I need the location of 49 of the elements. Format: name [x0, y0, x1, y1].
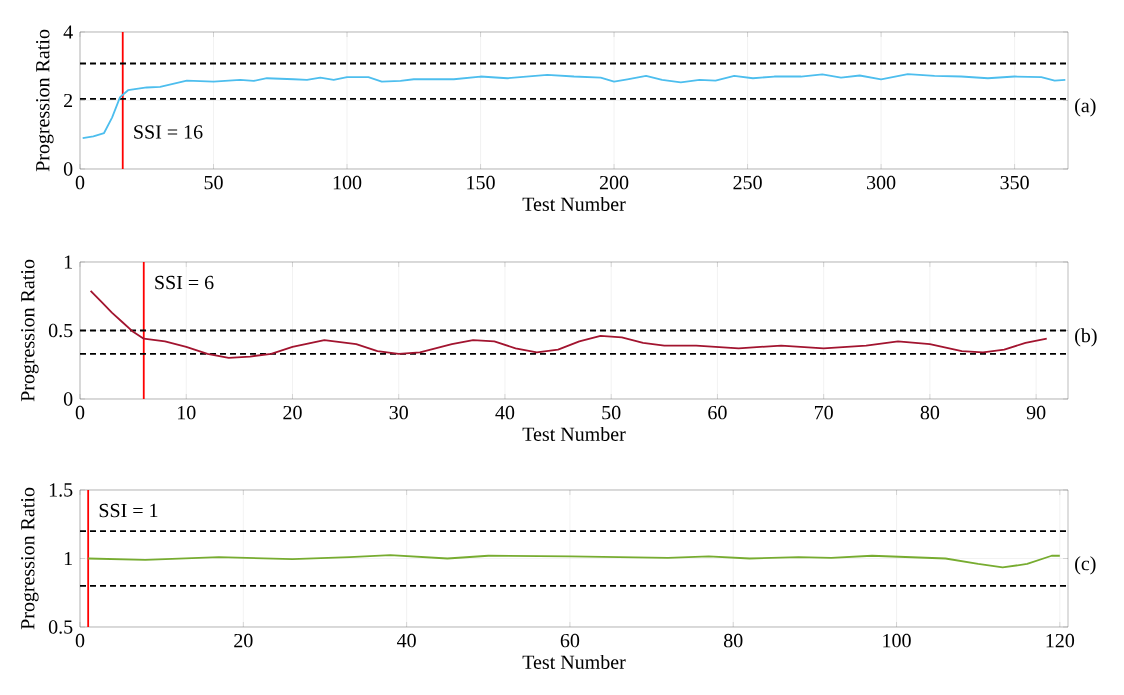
y-tick-label: 4 [63, 25, 73, 39]
x-tick-label: 60 [560, 633, 580, 648]
line-series [81, 73, 1067, 140]
x-tick-label: 20 [234, 633, 253, 648]
y-tick-label: 0.5 [48, 323, 73, 338]
x-tick-label: 80 [920, 405, 940, 420]
x-tick-label: 0 [75, 633, 85, 648]
x-tick-label: 100 [883, 633, 911, 648]
x-tick-label: 300 [867, 175, 896, 190]
text: (b) [1075, 328, 1097, 347]
x-axis-title: Test Number [522, 654, 626, 669]
x-tick-label: 40 [495, 405, 515, 420]
y-tick-label: 1 [64, 255, 72, 269]
x-tick-label: 10 [178, 405, 196, 420]
x-tick-label: 250 [733, 175, 762, 190]
y-axis-title: Progression Ratio [21, 259, 39, 402]
x-tick-label: 100 [333, 175, 362, 190]
text: (c) [1075, 556, 1096, 575]
y-tick-label: 0.5 [48, 620, 73, 634]
ref-line-label: SSI = 1 [99, 503, 158, 518]
y-axis-title: Progression Ratio [21, 487, 39, 630]
ref-line-label: SSI = 6 [155, 275, 214, 290]
x-tick-label: 20 [283, 405, 302, 420]
x-tick-label: 70 [814, 405, 833, 420]
y-tick-label: 0 [63, 392, 73, 406]
ref-line-label: SSI = 16 [134, 125, 203, 139]
x-tick-label: 50 [602, 405, 621, 420]
x-tick-label: 0 [75, 175, 85, 190]
y-tick-label: 0 [63, 162, 73, 176]
text: (a) [1075, 98, 1096, 117]
line-series [87, 554, 1061, 569]
x-tick-label: 50 [204, 175, 223, 190]
x-tick-label: 0 [75, 405, 85, 420]
y-tick-label: 1 [64, 551, 72, 566]
y-tick-label: 1.5 [49, 483, 73, 497]
x-tick-label: 350 [1000, 175, 1029, 190]
y-tick-label: 2 [64, 93, 73, 108]
y-axis-title: Progression Ratio [36, 29, 54, 172]
x-tick-label: 200 [599, 175, 629, 190]
x-tick-label: 30 [389, 405, 408, 420]
line-series [89, 289, 1048, 359]
x-tick-label: 80 [724, 633, 743, 648]
x-tick-label: 120 [1046, 633, 1075, 648]
x-axis-title: Test Number [522, 426, 626, 441]
x-axis-title: Test Number [522, 196, 626, 211]
x-tick-label: 150 [467, 175, 495, 190]
x-tick-label: 90 [1026, 405, 1046, 420]
x-tick-label: 40 [397, 633, 416, 648]
x-tick-label: 60 [708, 405, 727, 420]
